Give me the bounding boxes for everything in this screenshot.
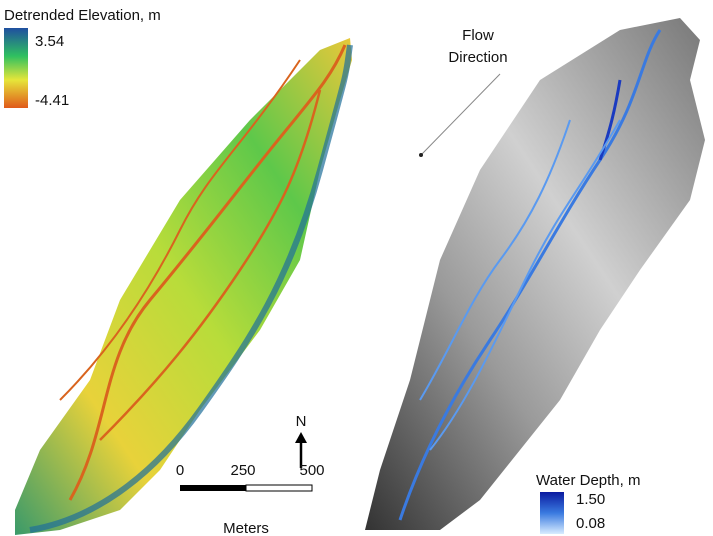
scale-bar: 0 250 500 Meters bbox=[176, 462, 325, 536]
legend-max: 1.50 bbox=[576, 491, 605, 508]
depth-legend: Water Depth, m 1.50 0.08 bbox=[536, 472, 640, 534]
scale-tick: 0 bbox=[176, 462, 184, 479]
legend-title: Detrended Elevation, m bbox=[4, 7, 161, 24]
scale-unit: Meters bbox=[223, 520, 269, 536]
legend-title: Water Depth, m bbox=[536, 472, 640, 489]
color-ramp bbox=[4, 28, 28, 108]
flow-annotation: Flow Direction bbox=[419, 27, 508, 157]
north-arrow: N bbox=[295, 413, 307, 468]
elevation-legend: Detrended Elevation, m 3.54 -4.41 bbox=[4, 7, 161, 109]
figure: Flow Direction Detrended Elevation, m 3.… bbox=[0, 0, 713, 536]
arrow-head bbox=[295, 432, 307, 443]
legend-min: -4.41 bbox=[35, 92, 69, 109]
annotation-line: Flow bbox=[462, 27, 494, 44]
color-ramp bbox=[540, 492, 564, 534]
scale-tick: 250 bbox=[230, 462, 255, 479]
annotation-line: Direction bbox=[448, 49, 507, 66]
scale-segment bbox=[180, 485, 246, 491]
arrow-head bbox=[419, 153, 423, 157]
flow-arrow bbox=[422, 74, 500, 154]
river-reach bbox=[365, 18, 705, 530]
legend-max: 3.54 bbox=[35, 33, 64, 50]
scale-tick: 500 bbox=[299, 462, 324, 479]
scale-segment bbox=[246, 485, 312, 491]
north-label: N bbox=[296, 413, 307, 430]
depth-map bbox=[365, 18, 705, 530]
legend-min: 0.08 bbox=[576, 515, 605, 532]
